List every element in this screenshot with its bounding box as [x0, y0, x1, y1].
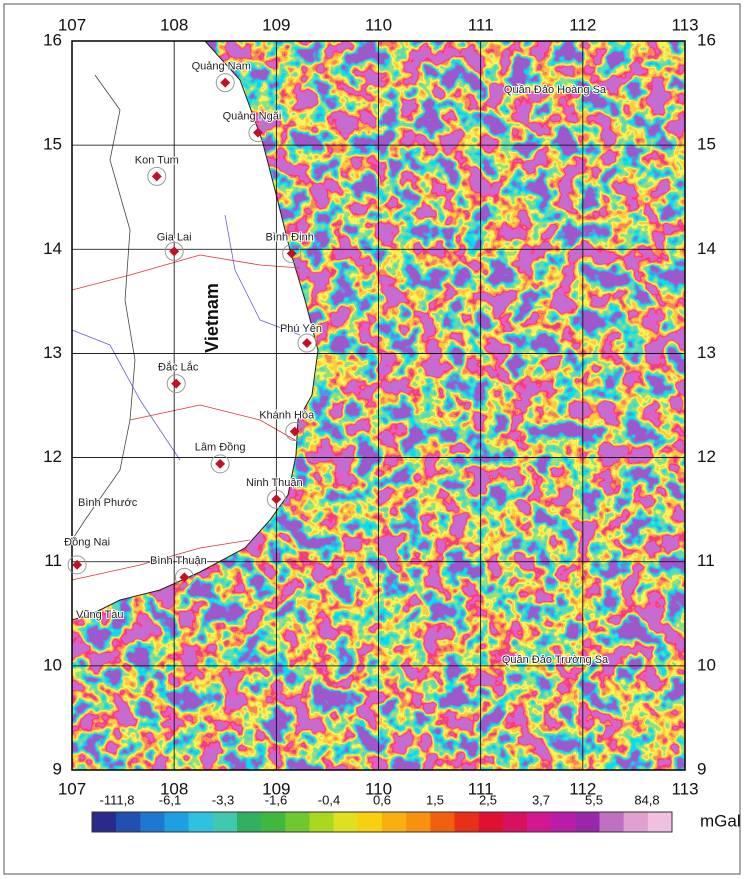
colorbar-cell — [261, 812, 285, 832]
region-label: Bình Phước — [78, 497, 138, 509]
x-tick-label: 111 — [468, 15, 494, 34]
x-tick-label: 110 — [365, 15, 392, 34]
x-tick-label: 113 — [671, 15, 698, 34]
place-label: Bình Định — [266, 231, 314, 243]
y-tick-label: 15 — [697, 135, 716, 154]
place-label: Kon Tum — [135, 154, 179, 166]
colorbar-label: 2,5 — [479, 792, 497, 807]
x-tick-label: 109 — [262, 15, 290, 34]
colorbar-cell — [575, 812, 599, 832]
colorbar-unit: mGal — [700, 811, 741, 830]
colorbar-cell — [213, 812, 237, 832]
y-tick-label: 9 — [53, 759, 62, 778]
region-label: Vũng Tàu — [76, 609, 124, 621]
y-tick-label: 9 — [697, 759, 706, 778]
place-label: Đắc Lắc — [158, 361, 199, 374]
place-label: Quảng Ngãi — [223, 111, 282, 123]
colorbar-cell — [455, 812, 479, 832]
map-figure: Vietnam mGal 107107108108109109110110111… — [0, 0, 745, 879]
place-label: Quảng Nam — [192, 61, 251, 73]
colorbar-label: -3,3 — [212, 792, 234, 807]
x-tick-label: 107 — [58, 15, 86, 34]
colorbar-cell — [237, 812, 261, 832]
x-tick-label: 112 — [569, 15, 596, 34]
place-label: Khánh Hòa — [259, 409, 315, 421]
colorbar-cell — [334, 812, 358, 832]
y-tick-label: 13 — [43, 343, 62, 362]
x-tick-label: 108 — [160, 15, 188, 34]
colorbar-cell — [527, 812, 551, 832]
colorbar-cell — [503, 812, 527, 832]
colorbar-label: -6,1 — [159, 792, 181, 807]
colorbar-label: -111,8 — [100, 792, 135, 807]
place-label: Đồng Nai — [64, 537, 110, 549]
x-tick-label: 107 — [58, 779, 86, 798]
y-tick-label: 10 — [43, 655, 62, 674]
colorbar-cell — [551, 812, 575, 832]
y-tick-label: 16 — [697, 30, 716, 49]
colorbar-cell — [406, 812, 430, 832]
colorbar-cell — [479, 812, 503, 832]
colorbar-label: 1,5 — [426, 792, 444, 807]
y-tick-label: 13 — [697, 343, 716, 362]
colorbar-cell — [430, 812, 454, 832]
colorbar-label: 0,6 — [373, 792, 391, 807]
place-label: Lâm Đồng — [195, 442, 246, 454]
colorbar-cell — [140, 812, 164, 832]
colorbar-label: -1,6 — [265, 792, 287, 807]
y-tick-label: 12 — [43, 447, 62, 466]
region-label: Quần Đảo Hoàng Sa — [504, 84, 607, 96]
place-label: Phú Yên — [280, 323, 322, 335]
colorbar-label: 84,8 — [634, 792, 659, 807]
place-label: Ninh Thuận — [246, 477, 303, 489]
colorbar-cell — [116, 812, 140, 832]
y-tick-label: 15 — [43, 135, 62, 154]
colorbar-cell — [600, 812, 624, 832]
colorbar-label: 3,7 — [532, 792, 550, 807]
y-tick-label: 12 — [697, 447, 716, 466]
y-tick-label: 14 — [697, 239, 716, 258]
colorbar-label: -0,4 — [318, 792, 340, 807]
colorbar-label: 5,5 — [585, 792, 603, 807]
y-tick-label: 16 — [43, 30, 62, 49]
colorbar-cell — [624, 812, 648, 832]
colorbar-cell — [189, 812, 213, 832]
place-label: Bình Thuận — [150, 555, 207, 567]
colorbar-cell — [165, 812, 189, 832]
colorbar-cell — [310, 812, 334, 832]
colorbar-cell — [92, 812, 116, 832]
y-tick-label: 14 — [43, 239, 62, 258]
colorbar-cell — [648, 812, 672, 832]
colorbar-cell — [382, 812, 406, 832]
region-label: Quần Đảo Trường Sa — [502, 654, 609, 666]
place-label: Gia Lai — [157, 231, 192, 243]
colorbar-cell — [285, 812, 309, 832]
x-tick-label: 113 — [671, 779, 698, 798]
y-tick-label: 11 — [44, 551, 62, 570]
country-label: Vietnam — [202, 283, 222, 353]
colorbar-cell — [358, 812, 382, 832]
y-tick-label: 11 — [697, 551, 715, 570]
y-tick-label: 10 — [697, 655, 716, 674]
